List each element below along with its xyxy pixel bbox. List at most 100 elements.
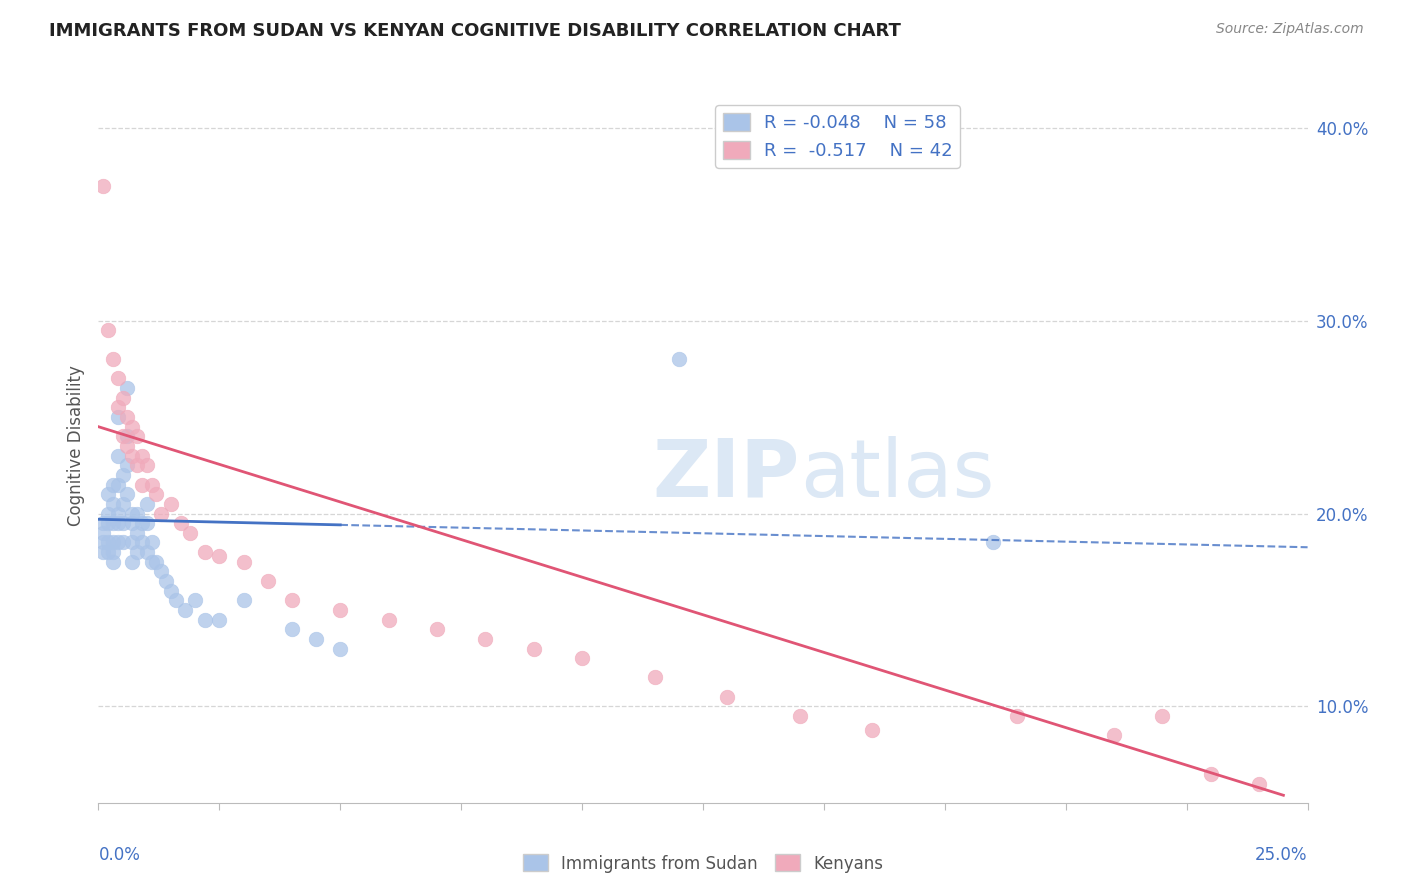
Legend: R = -0.048    N = 58, R =  -0.517    N = 42: R = -0.048 N = 58, R = -0.517 N = 42 <box>716 105 960 168</box>
Point <box>91 516 114 530</box>
Point <box>135 497 157 511</box>
Point <box>121 449 143 463</box>
Point <box>107 507 129 521</box>
Text: 0.0%: 0.0% <box>98 846 141 863</box>
Point <box>107 401 129 415</box>
Point <box>97 516 120 530</box>
Point <box>571 651 593 665</box>
Point <box>179 525 201 540</box>
Point <box>101 497 124 511</box>
Point <box>256 574 278 588</box>
Point <box>141 535 163 549</box>
Point <box>111 516 134 530</box>
Point <box>127 525 149 540</box>
Point <box>155 574 177 588</box>
Point <box>145 487 167 501</box>
Point <box>97 507 120 521</box>
Point <box>101 352 124 367</box>
Point <box>91 178 114 193</box>
Point <box>121 555 143 569</box>
Point <box>377 613 399 627</box>
Point <box>127 545 149 559</box>
Point <box>1249 776 1271 790</box>
Point <box>111 429 134 443</box>
Point <box>127 429 149 443</box>
Point <box>91 545 114 559</box>
Point <box>101 477 124 491</box>
Point <box>111 467 134 482</box>
Point <box>281 622 304 636</box>
Point <box>91 525 114 540</box>
Point <box>117 487 139 501</box>
Point <box>1007 709 1029 723</box>
Point <box>208 613 231 627</box>
Point <box>121 535 143 549</box>
Point <box>107 477 129 491</box>
Point <box>107 535 129 549</box>
Point <box>121 419 143 434</box>
Point <box>101 545 124 559</box>
Point <box>860 723 883 737</box>
Text: ZIP: ZIP <box>652 435 800 514</box>
Point <box>1152 709 1174 723</box>
Point <box>121 507 143 521</box>
Point <box>135 545 157 559</box>
Point <box>194 613 217 627</box>
Point <box>165 593 187 607</box>
Point <box>117 410 139 425</box>
Point <box>107 410 129 425</box>
Point <box>131 449 153 463</box>
Point <box>644 670 666 684</box>
Point <box>111 391 134 405</box>
Point <box>117 381 139 395</box>
Point <box>150 565 173 579</box>
Point <box>141 555 163 569</box>
Point <box>329 641 352 656</box>
Point <box>141 477 163 491</box>
Point <box>523 641 546 656</box>
Point <box>101 555 124 569</box>
Point <box>281 593 304 607</box>
Point <box>474 632 496 646</box>
Point <box>184 593 207 607</box>
Legend: Immigrants from Sudan, Kenyans: Immigrants from Sudan, Kenyans <box>516 847 890 880</box>
Point <box>160 583 183 598</box>
Point <box>131 535 153 549</box>
Text: atlas: atlas <box>800 435 994 514</box>
Point <box>426 622 449 636</box>
Point <box>101 535 124 549</box>
Point <box>208 549 231 563</box>
Point <box>131 516 153 530</box>
Point <box>111 497 134 511</box>
Point <box>789 709 811 723</box>
Point <box>97 323 120 337</box>
Point <box>305 632 328 646</box>
Point <box>329 603 352 617</box>
Point <box>668 352 690 367</box>
Point <box>716 690 738 704</box>
Point <box>194 545 217 559</box>
Point <box>107 371 129 385</box>
Text: 25.0%: 25.0% <box>1256 846 1308 863</box>
Point <box>135 458 157 473</box>
Point <box>127 458 149 473</box>
Point <box>97 535 120 549</box>
Point <box>111 535 134 549</box>
Point <box>1199 767 1222 781</box>
Point <box>169 516 191 530</box>
Text: Source: ZipAtlas.com: Source: ZipAtlas.com <box>1216 22 1364 37</box>
Point <box>101 516 124 530</box>
Point <box>97 487 120 501</box>
Point <box>135 516 157 530</box>
Point <box>131 477 153 491</box>
Point <box>117 439 139 453</box>
Point <box>981 535 1004 549</box>
Point <box>145 555 167 569</box>
Point <box>232 593 254 607</box>
Point <box>117 458 139 473</box>
Point <box>1102 728 1125 742</box>
Point <box>107 516 129 530</box>
Point <box>150 507 173 521</box>
Point <box>160 497 183 511</box>
Text: IMMIGRANTS FROM SUDAN VS KENYAN COGNITIVE DISABILITY CORRELATION CHART: IMMIGRANTS FROM SUDAN VS KENYAN COGNITIV… <box>49 22 901 40</box>
